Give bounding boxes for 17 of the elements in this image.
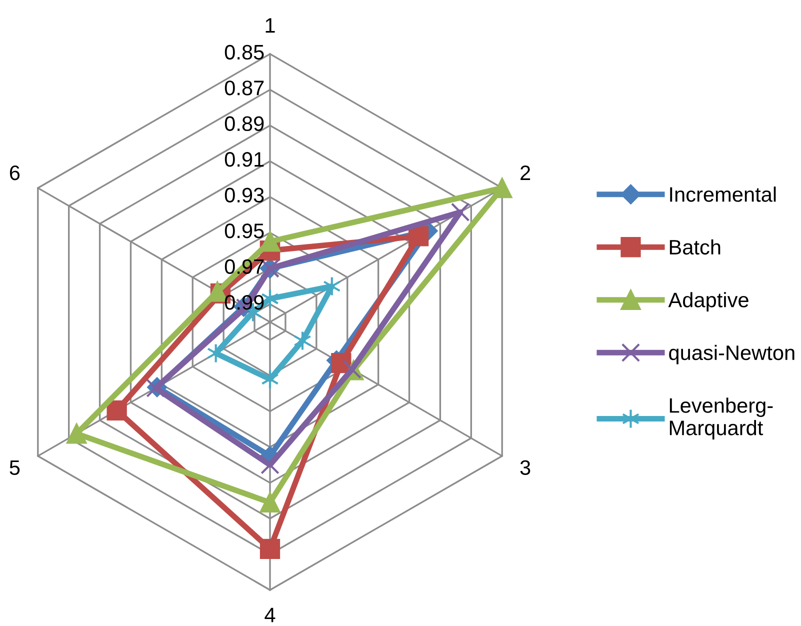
spoke-label: 6 xyxy=(10,165,20,180)
legend-label: Adaptive xyxy=(668,292,748,312)
legend-label: Batch xyxy=(670,239,720,255)
y-tick-label: 0.93 xyxy=(224,188,264,203)
legend-label: quasi-Newton xyxy=(669,344,794,364)
spoke-label: 3 xyxy=(520,460,530,475)
spoke-label: 4 xyxy=(264,608,276,622)
spoke-label: 5 xyxy=(10,460,20,475)
legend-label: Levenberg- Marquardt xyxy=(670,398,773,440)
spoke-label: 2 xyxy=(520,165,530,180)
y-tick-label: 0.95 xyxy=(224,224,264,238)
spoke-label: 1 xyxy=(266,18,275,33)
y-tick-label: 0.87 xyxy=(224,80,264,96)
y-tick-label: 0.91 xyxy=(224,152,264,167)
y-tick-label: 0.85 xyxy=(224,44,264,60)
y-tick-label: 0.89 xyxy=(224,116,264,132)
legend-label: Incremental xyxy=(670,186,776,202)
